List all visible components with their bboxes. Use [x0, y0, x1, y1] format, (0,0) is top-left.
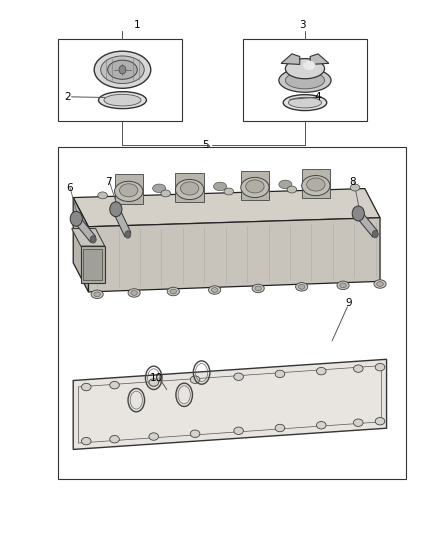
- Bar: [241, 171, 269, 200]
- Bar: [81, 246, 105, 283]
- Text: 9: 9: [345, 297, 352, 308]
- Bar: [83, 249, 102, 280]
- Ellipse shape: [104, 94, 141, 106]
- Polygon shape: [73, 189, 380, 227]
- Circle shape: [119, 66, 126, 74]
- Ellipse shape: [190, 376, 200, 383]
- Text: 1: 1: [134, 20, 141, 30]
- Ellipse shape: [375, 364, 385, 371]
- Ellipse shape: [81, 383, 91, 391]
- Ellipse shape: [212, 288, 218, 293]
- Ellipse shape: [120, 184, 138, 197]
- Ellipse shape: [224, 188, 233, 195]
- Ellipse shape: [340, 283, 346, 288]
- Ellipse shape: [167, 287, 180, 296]
- Ellipse shape: [337, 281, 349, 289]
- Ellipse shape: [176, 180, 204, 199]
- Text: 8: 8: [350, 176, 356, 187]
- Polygon shape: [281, 54, 300, 64]
- Ellipse shape: [353, 365, 363, 373]
- Circle shape: [90, 236, 96, 243]
- Ellipse shape: [286, 72, 325, 89]
- Ellipse shape: [214, 182, 226, 191]
- Ellipse shape: [98, 192, 107, 199]
- Polygon shape: [72, 229, 105, 246]
- Ellipse shape: [110, 382, 119, 389]
- Text: 5: 5: [202, 140, 209, 150]
- Ellipse shape: [287, 186, 297, 193]
- Ellipse shape: [234, 373, 244, 381]
- Ellipse shape: [317, 422, 326, 429]
- Ellipse shape: [303, 61, 315, 70]
- Ellipse shape: [350, 184, 360, 191]
- Ellipse shape: [152, 184, 166, 192]
- Ellipse shape: [149, 379, 159, 386]
- Ellipse shape: [298, 285, 305, 289]
- Ellipse shape: [252, 284, 264, 293]
- Ellipse shape: [283, 95, 327, 110]
- Ellipse shape: [170, 289, 177, 294]
- Ellipse shape: [91, 290, 103, 298]
- Ellipse shape: [296, 282, 308, 291]
- Polygon shape: [113, 207, 131, 237]
- Ellipse shape: [180, 182, 199, 195]
- Ellipse shape: [234, 427, 244, 434]
- Ellipse shape: [288, 98, 321, 108]
- Ellipse shape: [101, 56, 144, 84]
- Ellipse shape: [94, 292, 100, 297]
- Ellipse shape: [317, 367, 326, 375]
- Bar: [58, 147, 406, 479]
- Text: 6: 6: [66, 183, 72, 193]
- Circle shape: [110, 202, 122, 216]
- Ellipse shape: [161, 190, 170, 197]
- Ellipse shape: [246, 180, 264, 193]
- Bar: [243, 38, 367, 120]
- Ellipse shape: [115, 181, 143, 201]
- Ellipse shape: [275, 424, 285, 432]
- Ellipse shape: [307, 178, 325, 191]
- Text: 10: 10: [149, 373, 162, 383]
- Bar: [302, 168, 330, 198]
- Ellipse shape: [99, 92, 146, 109]
- Ellipse shape: [108, 60, 137, 79]
- Circle shape: [372, 230, 378, 238]
- Ellipse shape: [208, 286, 221, 294]
- Bar: [176, 173, 204, 201]
- Ellipse shape: [375, 417, 385, 425]
- Text: 3: 3: [300, 20, 306, 30]
- Ellipse shape: [279, 180, 292, 189]
- Ellipse shape: [190, 430, 200, 438]
- Ellipse shape: [131, 290, 138, 295]
- Circle shape: [352, 206, 364, 221]
- Polygon shape: [73, 359, 387, 449]
- Bar: [115, 174, 143, 204]
- Ellipse shape: [353, 419, 363, 426]
- Ellipse shape: [279, 68, 331, 92]
- Polygon shape: [310, 54, 329, 64]
- Ellipse shape: [128, 289, 140, 297]
- Ellipse shape: [374, 280, 386, 288]
- Ellipse shape: [377, 281, 383, 286]
- Polygon shape: [73, 198, 88, 292]
- Ellipse shape: [275, 370, 285, 378]
- Ellipse shape: [241, 177, 269, 198]
- Ellipse shape: [110, 435, 119, 443]
- Circle shape: [70, 212, 82, 226]
- Polygon shape: [74, 216, 95, 243]
- Polygon shape: [356, 211, 378, 237]
- Ellipse shape: [255, 286, 261, 291]
- Ellipse shape: [81, 438, 91, 445]
- Ellipse shape: [302, 175, 330, 196]
- Circle shape: [125, 231, 131, 238]
- Ellipse shape: [149, 433, 159, 440]
- Bar: [58, 38, 182, 120]
- Text: 7: 7: [105, 176, 112, 187]
- Ellipse shape: [94, 51, 151, 88]
- Text: 2: 2: [64, 92, 71, 102]
- Ellipse shape: [286, 59, 325, 79]
- Polygon shape: [88, 217, 380, 292]
- Text: 4: 4: [315, 92, 321, 102]
